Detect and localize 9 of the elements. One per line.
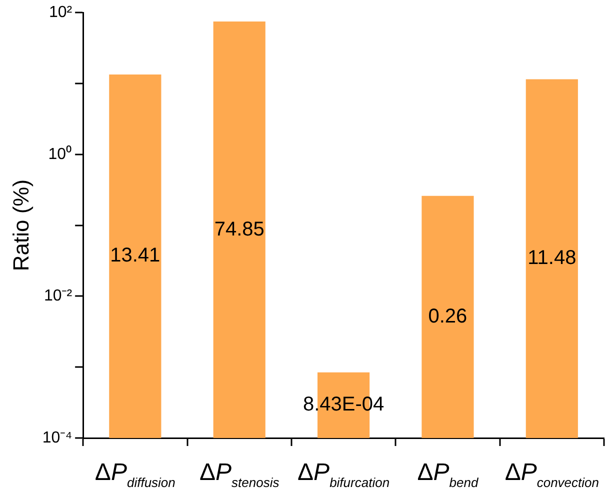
y-tick-label: 10⁻² xyxy=(44,288,73,305)
y-tick-label: 10⁰ xyxy=(48,144,72,163)
data-label: 11.48 xyxy=(528,247,576,270)
data-label: 13.41 xyxy=(110,244,160,267)
y-tick-label: 10⁻⁴ xyxy=(42,429,72,446)
data-label: 0.26 xyxy=(428,305,468,328)
y-axis-title: Ratio (%) xyxy=(8,179,34,272)
y-tick-label: 10² xyxy=(48,4,73,22)
data-label: 74.85 xyxy=(214,218,264,240)
